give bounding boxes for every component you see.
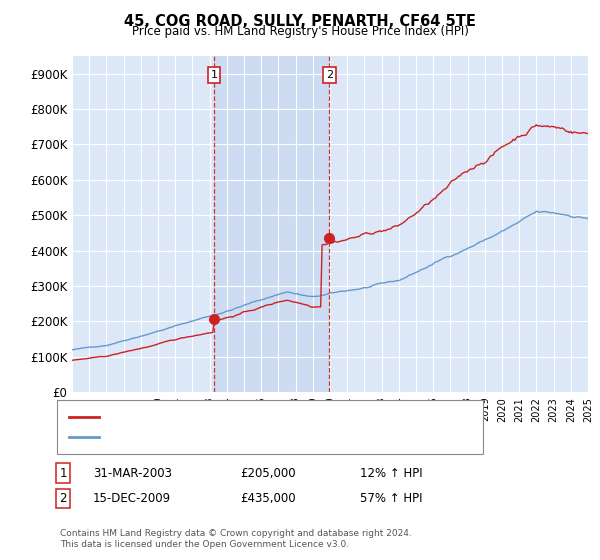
Text: 2: 2	[59, 492, 67, 505]
Text: Contains HM Land Registry data © Crown copyright and database right 2024.
This d: Contains HM Land Registry data © Crown c…	[60, 529, 412, 549]
Text: 57% ↑ HPI: 57% ↑ HPI	[360, 492, 422, 505]
Text: 12% ↑ HPI: 12% ↑ HPI	[360, 466, 422, 480]
Text: HPI: Average price, detached house, Vale of Glamorgan: HPI: Average price, detached house, Vale…	[105, 432, 408, 442]
Text: 31-MAR-2003: 31-MAR-2003	[93, 466, 172, 480]
Text: 1: 1	[59, 466, 67, 480]
Text: 1: 1	[211, 70, 217, 80]
Text: Price paid vs. HM Land Registry's House Price Index (HPI): Price paid vs. HM Land Registry's House …	[131, 25, 469, 38]
Bar	[214, 56, 329, 392]
Text: £435,000: £435,000	[240, 492, 296, 505]
Text: 15-DEC-2009: 15-DEC-2009	[93, 492, 171, 505]
Text: 2: 2	[326, 70, 333, 80]
Text: 45, COG ROAD, SULLY, PENARTH, CF64 5TE (detached house): 45, COG ROAD, SULLY, PENARTH, CF64 5TE (…	[105, 412, 441, 422]
Text: £205,000: £205,000	[240, 466, 296, 480]
Text: 45, COG ROAD, SULLY, PENARTH, CF64 5TE: 45, COG ROAD, SULLY, PENARTH, CF64 5TE	[124, 14, 476, 29]
